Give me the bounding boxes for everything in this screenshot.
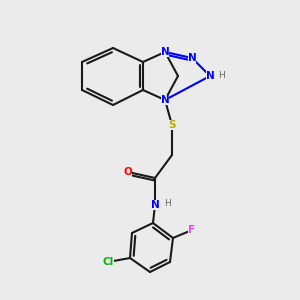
- Text: O: O: [124, 167, 132, 177]
- Text: N: N: [206, 71, 214, 81]
- Text: N: N: [160, 95, 169, 105]
- Text: F: F: [188, 225, 196, 235]
- Text: N: N: [151, 200, 159, 210]
- Text: N: N: [188, 53, 196, 63]
- Text: H: H: [218, 70, 225, 80]
- Text: Cl: Cl: [102, 257, 114, 267]
- Text: N: N: [160, 47, 169, 57]
- Text: S: S: [168, 120, 176, 130]
- Text: H: H: [164, 200, 171, 208]
